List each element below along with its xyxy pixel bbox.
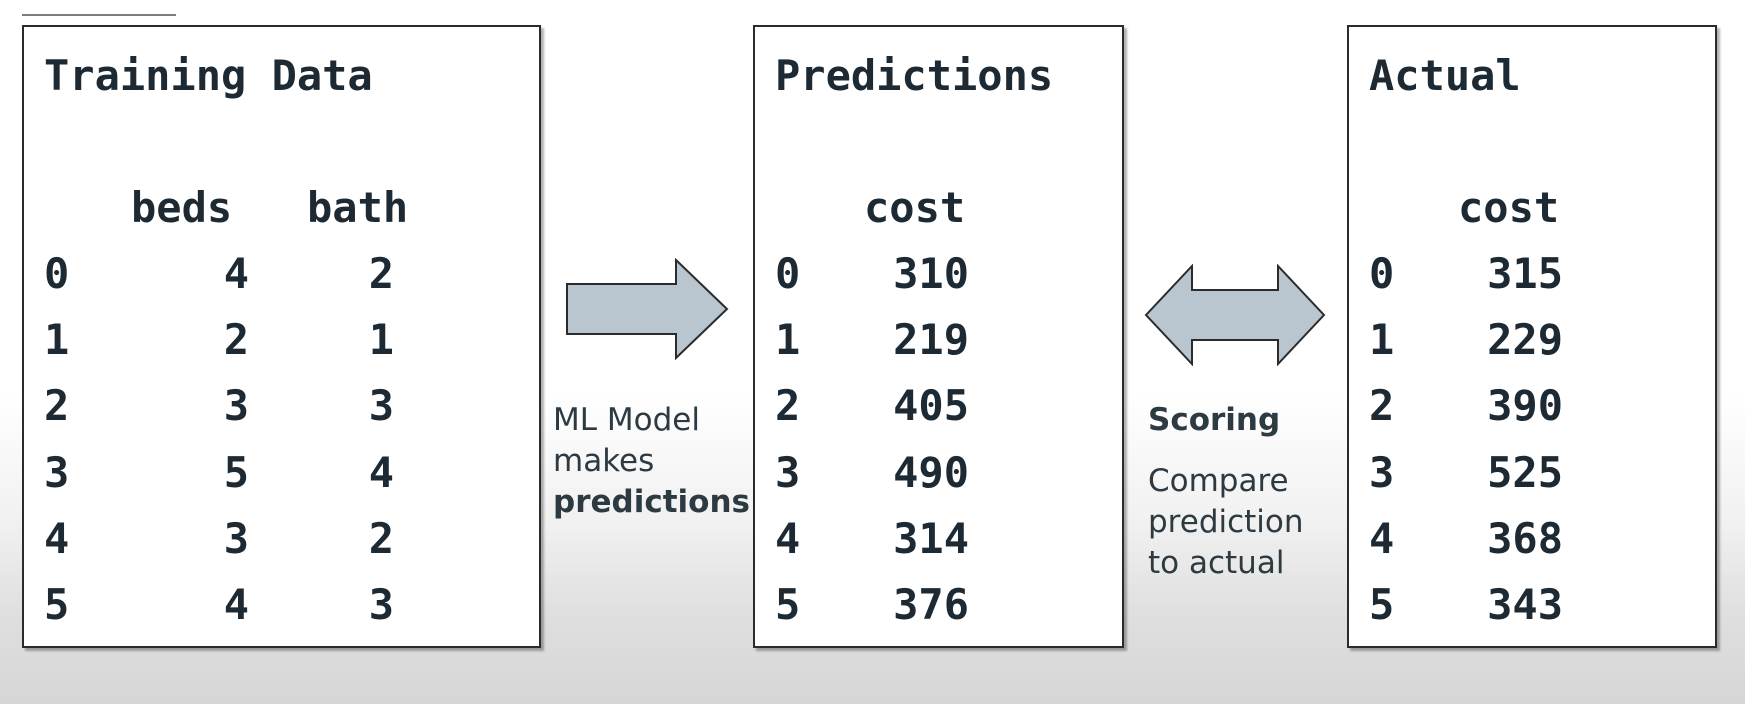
cost-column-header: cost xyxy=(1458,183,1560,232)
predictions-row-index: 3 xyxy=(775,448,801,497)
training-bath-cell: 2 xyxy=(368,514,394,563)
training-beds-cell: 4 xyxy=(223,580,249,629)
actual-cost-cell: 390 xyxy=(1487,381,1563,430)
predictions-cost-cell: 490 xyxy=(893,448,969,497)
bath-column-header: bath xyxy=(307,183,409,232)
training-beds-cell: 2 xyxy=(223,315,249,364)
scoring-caption: Scoring Compare prediction to actual xyxy=(1148,400,1304,584)
training-beds-cell: 5 xyxy=(223,448,249,497)
training-row-index: 4 xyxy=(44,514,70,563)
predictions-cost-cell: 314 xyxy=(893,514,969,563)
actual-row-index: 4 xyxy=(1369,514,1395,563)
model-caption-emphasis: predictions xyxy=(553,482,750,523)
predictions-row-index: 1 xyxy=(775,315,801,364)
training-bath-cell: 3 xyxy=(368,381,394,430)
predictions-panel: Predictions cost 0 310 1 219 2 405 3 490… xyxy=(753,25,1124,648)
predictions-cost-cell: 219 xyxy=(893,315,969,364)
training-bath-cell: 1 xyxy=(368,315,394,364)
model-caption-line: makes xyxy=(553,443,655,479)
predictions-cost-cell: 310 xyxy=(893,249,969,298)
training-row-index: 2 xyxy=(44,381,70,430)
predictions-emphasis: predictions xyxy=(553,484,750,520)
training-row-index: 5 xyxy=(44,580,70,629)
double-arrow-icon xyxy=(1144,264,1326,366)
predictions-row-index: 2 xyxy=(775,381,801,430)
actual-cost-cell: 229 xyxy=(1487,315,1563,364)
actual-row-index: 3 xyxy=(1369,448,1395,497)
training-bath-cell: 4 xyxy=(368,448,394,497)
actual-cost-cell: 525 xyxy=(1487,448,1563,497)
actual-cost-cell: 315 xyxy=(1487,249,1563,298)
actual-row-index: 0 xyxy=(1369,249,1395,298)
predictions-cost-cell: 405 xyxy=(893,381,969,430)
model-caption-line: ML Model xyxy=(553,402,700,438)
scoring-caption-line: Compare xyxy=(1148,463,1289,499)
actual-cost-cell: 368 xyxy=(1487,514,1563,563)
predictions-title: Predictions xyxy=(775,51,1054,100)
model-caption: ML Model makes predictions xyxy=(553,400,750,523)
training-data-title: Training Data xyxy=(44,51,373,100)
actual-title: Actual xyxy=(1369,51,1521,100)
scoring-heading: Scoring xyxy=(1148,402,1281,438)
cost-column-header: cost xyxy=(864,183,966,232)
predictions-row-index: 4 xyxy=(775,514,801,563)
training-data-panel: Training Data beds bath 0 4 2 1 2 1 2 3 … xyxy=(22,25,541,648)
predictions-row-index: 0 xyxy=(775,249,801,298)
training-bath-cell: 2 xyxy=(368,249,394,298)
training-beds-cell: 3 xyxy=(223,514,249,563)
training-row-index: 3 xyxy=(44,448,70,497)
training-row-index: 1 xyxy=(44,315,70,364)
actual-row-index: 5 xyxy=(1369,580,1395,629)
training-row-index: 0 xyxy=(44,249,70,298)
top-rule xyxy=(22,14,176,16)
training-beds-cell: 3 xyxy=(223,381,249,430)
beds-column-header: beds xyxy=(131,183,233,232)
actual-row-index: 1 xyxy=(1369,315,1395,364)
training-bath-cell: 3 xyxy=(368,580,394,629)
predictions-row-index: 5 xyxy=(775,580,801,629)
predictions-cost-cell: 376 xyxy=(893,580,969,629)
scoring-caption-line: to actual xyxy=(1148,545,1285,581)
actual-row-index: 2 xyxy=(1369,381,1395,430)
right-arrow-icon xyxy=(566,258,729,360)
actual-panel: Actual cost 0 315 1 229 2 390 3 525 4 36… xyxy=(1347,25,1717,648)
scoring-caption-line: prediction xyxy=(1148,504,1304,540)
actual-cost-cell: 343 xyxy=(1487,580,1563,629)
training-beds-cell: 4 xyxy=(223,249,249,298)
